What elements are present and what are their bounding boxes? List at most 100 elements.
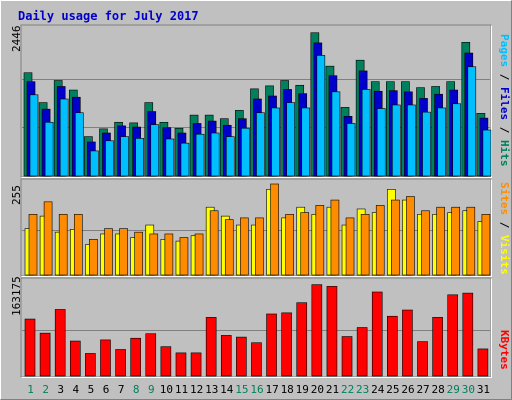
bar-sites-day-24 — [375, 205, 385, 276]
x-tick-label-day-12: 12 — [190, 383, 203, 396]
bar-pages-day-16 — [256, 112, 265, 177]
bar-sites-day-27 — [421, 210, 430, 276]
x-tick-label-day-18: 18 — [281, 383, 294, 396]
x-tick-label-day-13: 13 — [205, 383, 218, 396]
x-axis-labels: 1 2 3 4 5 6 7 8 9 10 11 12 13 14 15 16 17 18 19 20 21 22 23 24 2… — [27, 383, 490, 396]
bar-kbytes-day-8 — [130, 337, 141, 377]
bar-kbytes-day-19 — [296, 302, 308, 377]
bar-sites-day-11 — [179, 237, 189, 276]
bar-sites-day-1 — [28, 214, 38, 276]
x-tick-label-day-24: 24 — [371, 383, 385, 396]
x-tick-label-day-19: 19 — [296, 383, 309, 396]
x-tick-label-day-10: 10 — [160, 383, 173, 396]
bar-pages-day-7 — [120, 136, 129, 177]
bar-pages-day-13 — [210, 132, 220, 177]
x-tick-label-day-6: 6 — [103, 383, 110, 396]
label-sites: Sites — [498, 182, 511, 215]
bar-sites-day-18 — [285, 214, 294, 276]
bar-kbytes-day-20 — [311, 284, 323, 377]
bars — [23, 32, 492, 377]
bar-kbytes-day-4 — [69, 340, 81, 377]
panel-1-max-label: 2446 — [10, 26, 23, 53]
bar-kbytes-day-21 — [326, 286, 338, 377]
x-tick-label-day-2: 2 — [42, 383, 49, 396]
bar-sites-day-8 — [134, 231, 143, 276]
bar-sites-day-16 — [255, 217, 264, 276]
bar-pages-day-30 — [467, 66, 477, 177]
x-tick-label-day-7: 7 — [118, 383, 125, 396]
bar-pages-day-10 — [165, 138, 175, 177]
x-tick-label-day-5: 5 — [88, 383, 95, 396]
label-pages: Pages — [498, 34, 511, 67]
bar-sites-day-23 — [360, 214, 370, 276]
x-tick-label-day-26: 26 — [401, 383, 414, 396]
bar-kbytes-day-10 — [160, 346, 172, 377]
bar-kbytes-day-14 — [220, 335, 232, 377]
bar-pages-day-6 — [105, 140, 114, 177]
bar-sites-day-20 — [315, 205, 325, 276]
x-tick-label-day-28: 28 — [432, 383, 445, 396]
bar-pages-day-20 — [316, 55, 326, 177]
bar-sites-day-2 — [43, 201, 53, 276]
label-hits: Hits — [498, 140, 511, 167]
panel-1-right-label: Pages / Files / Hits — [498, 34, 511, 167]
x-tick-label-day-20: 20 — [311, 383, 324, 396]
bar-sites-day-14 — [224, 219, 234, 276]
x-tick-label-day-4: 4 — [73, 383, 80, 396]
bar-sites-day-28 — [436, 206, 445, 276]
bar-kbytes-day-16 — [251, 342, 262, 377]
x-tick-label-day-27: 27 — [416, 383, 429, 396]
bar-kbytes-day-22 — [341, 336, 353, 377]
bar-pages-day-11 — [180, 142, 190, 177]
bar-sites-day-31 — [481, 214, 491, 276]
panel-3-max-label: 163175 — [10, 276, 23, 316]
panel-2-max-label: 255 — [10, 185, 23, 205]
bar-pages-day-17 — [271, 107, 280, 177]
bar-kbytes-day-23 — [356, 327, 368, 377]
bar-sites-day-3 — [58, 214, 68, 276]
bar-sites-day-7 — [119, 228, 128, 276]
bar-kbytes-day-28 — [432, 317, 443, 377]
bar-sites-day-10 — [164, 233, 174, 276]
bar-kbytes-day-6 — [100, 339, 111, 377]
bar-pages-day-4 — [74, 112, 84, 177]
bar-pages-day-12 — [195, 133, 205, 177]
x-tick-label-day-22: 22 — [341, 383, 354, 396]
bar-kbytes-day-26 — [402, 309, 413, 377]
bar-kbytes-day-12 — [190, 352, 202, 377]
x-tick-label-day-29: 29 — [447, 383, 460, 396]
bar-kbytes-day-17 — [266, 313, 277, 377]
bar-pages-day-18 — [286, 102, 295, 177]
bar-kbytes-day-3 — [54, 309, 66, 377]
bar-sites-day-25 — [391, 199, 400, 276]
x-tick-label-day-23: 23 — [356, 383, 369, 396]
bar-kbytes-day-25 — [387, 315, 398, 377]
x-tick-label-day-31: 31 — [477, 383, 490, 396]
bar-kbytes-day-7 — [115, 349, 126, 377]
bar-pages-day-31 — [482, 129, 492, 177]
x-tick-label-day-14: 14 — [220, 383, 234, 396]
x-tick-label-day-30: 30 — [462, 383, 475, 396]
bar-kbytes-day-9 — [145, 333, 157, 377]
bar-kbytes-day-5 — [85, 353, 96, 377]
bar-pages-day-1 — [29, 94, 39, 177]
label-kbytes: KBytes — [498, 330, 511, 370]
bar-pages-day-27 — [422, 111, 431, 177]
bar-pages-day-25 — [392, 104, 401, 177]
bar-kbytes-day-29 — [447, 294, 459, 377]
bar-pages-day-28 — [437, 107, 446, 177]
chart-title: Daily usage for July 2017 — [18, 9, 199, 23]
bar-sites-day-15 — [240, 217, 249, 276]
bar-pages-day-23 — [361, 89, 371, 177]
bar-pages-day-24 — [376, 108, 386, 177]
bar-sites-day-9 — [149, 233, 159, 276]
bar-kbytes-day-30 — [462, 292, 474, 377]
bar-sites-day-21 — [330, 199, 340, 276]
bar-kbytes-day-11 — [175, 352, 187, 377]
label-visits: Visits — [498, 235, 511, 275]
bar-kbytes-day-31 — [477, 348, 489, 377]
bar-pages-day-29 — [452, 103, 462, 177]
bar-kbytes-day-1 — [24, 318, 36, 377]
bar-sites-day-13 — [209, 210, 219, 276]
